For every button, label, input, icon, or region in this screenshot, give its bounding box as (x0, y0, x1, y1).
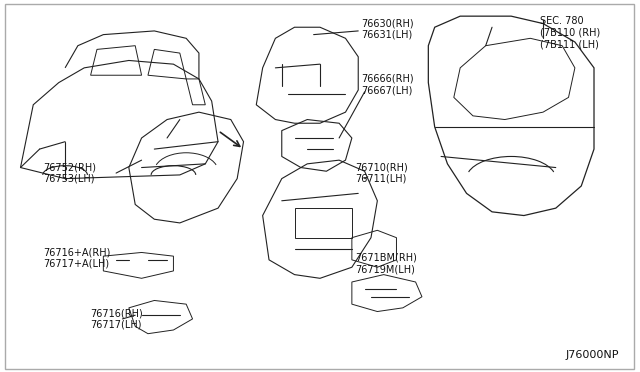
Text: 76666(RH)
76667(LH): 76666(RH) 76667(LH) (362, 74, 414, 95)
Text: SEC. 780
(7B110 (RH)
(7B111 (LH): SEC. 780 (7B110 (RH) (7B111 (LH) (540, 16, 600, 49)
Text: 76630(RH)
76631(LH): 76630(RH) 76631(LH) (362, 18, 414, 40)
Text: 76716+A(RH)
76717+A(LH): 76716+A(RH) 76717+A(LH) (43, 247, 110, 269)
Text: 7671BM(RH)
76719M(LH): 7671BM(RH) 76719M(LH) (355, 253, 417, 274)
Text: 76710(RH)
76711(LH): 76710(RH) 76711(LH) (355, 162, 408, 184)
Text: 76752(RH)
76753(LH): 76752(RH) 76753(LH) (43, 162, 96, 184)
Bar (294, 208, 352, 238)
Text: J76000NP: J76000NP (566, 350, 620, 359)
Text: 76716(RH)
76717(LH): 76716(RH) 76717(LH) (91, 308, 143, 330)
